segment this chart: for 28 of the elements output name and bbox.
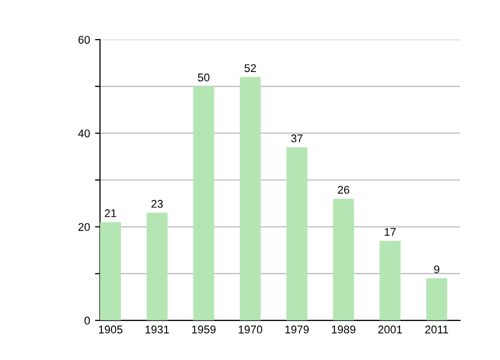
bar [193, 86, 214, 320]
x-tick-label: 1905 [98, 326, 122, 334]
data-label: 52 [244, 64, 256, 72]
x-tick-label: 2001 [378, 326, 402, 334]
bar [100, 222, 121, 320]
x-tick-label: 1979 [285, 326, 309, 334]
data-label: 26 [338, 186, 350, 194]
bar [380, 240, 401, 320]
bar [426, 278, 448, 320]
data-label: 17 [384, 228, 396, 236]
y-tick-label: 20 [78, 223, 90, 231]
data-label: 21 [104, 209, 116, 218]
x-tick-label: 1931 [146, 326, 169, 334]
x-tick-label: 1989 [332, 326, 356, 334]
y-tick-label: 60 [78, 36, 90, 44]
data-label: 9 [434, 265, 440, 274]
bar [333, 198, 354, 320]
x-tick-label: 1970 [238, 326, 262, 334]
data-label: 23 [151, 200, 163, 208]
y-tick-label: 0 [84, 316, 90, 325]
bar [286, 147, 308, 320]
data-label: 50 [198, 74, 210, 82]
bar [240, 77, 261, 320]
x-tick-label: 2011 [425, 326, 448, 334]
data-label: 37 [291, 134, 303, 142]
x-tick-label: 1959 [192, 326, 216, 334]
bar [146, 212, 168, 320]
y-tick-label: 40 [78, 129, 90, 138]
